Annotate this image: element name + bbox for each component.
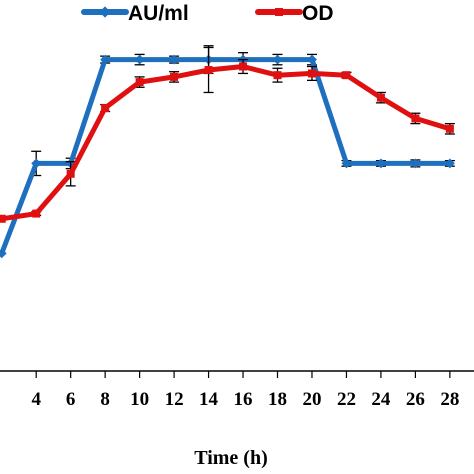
data-point [307,69,316,78]
x-tick-label: 4 [31,389,41,410]
legend-marker-od [275,8,283,16]
series-layer [0,45,455,259]
x-tick-label: 10 [130,389,149,410]
series-line [0,57,450,255]
x-tick-label: 26 [406,389,425,410]
data-point [444,158,455,169]
data-point [204,65,213,74]
data-point [169,54,180,65]
x-tick-label: 12 [165,389,184,410]
data-point [273,71,282,80]
x-tick-label: 18 [268,389,287,410]
series-od [0,46,455,223]
legend-label-au: AU/ml [128,2,189,25]
data-point [66,169,75,178]
data-point [134,54,145,65]
data-point [0,248,7,259]
x-tick-label: 20 [302,389,321,410]
x-tick-label: 14 [199,389,219,410]
legend-marker-au [99,6,111,18]
data-point [101,104,110,113]
data-point [0,214,6,223]
x-tick-label: 8 [100,389,110,410]
data-point [375,158,386,169]
x-tick-label: 28 [440,389,459,410]
data-point [272,54,283,65]
data-point [445,124,454,133]
data-point [341,158,352,169]
data-point [170,72,179,81]
data-point [32,209,41,218]
series-line [1,64,451,222]
x-ticks: 4 6 8 10 12 14 16 18 20 22 24 26 28 [31,371,459,410]
x-tick-label: 16 [234,389,253,410]
data-point [376,93,385,102]
x-tick-label: 22 [337,389,356,410]
legend-label-od: OD [302,2,334,25]
x-axis-title: Time (h) [194,447,268,469]
data-point [239,62,248,71]
data-point [31,158,42,169]
data-point [135,78,144,87]
series-au [0,45,455,259]
data-point [100,54,111,65]
data-point [410,158,421,169]
legend: AU/ml OD [81,2,334,25]
x-tick-label: 24 [371,389,391,410]
data-point [342,71,351,80]
x-tick-label: 6 [66,389,76,410]
data-point [411,114,420,123]
